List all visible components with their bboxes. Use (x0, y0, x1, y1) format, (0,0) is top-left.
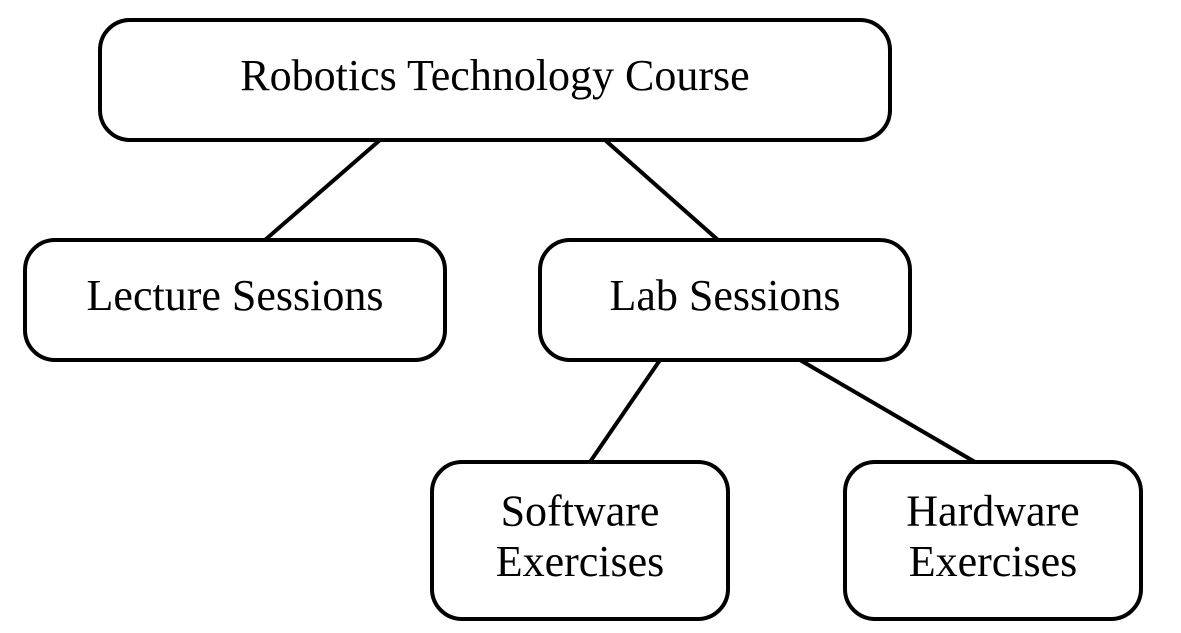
node-label-hardware-line1: Exercises (909, 537, 1078, 586)
node-lecture: Lecture Sessions (25, 240, 445, 360)
edge-lab-hardware (800, 360, 975, 462)
node-label-lecture: Lecture Sessions (87, 271, 384, 320)
node-label-root: Robotics Technology Course (240, 51, 749, 100)
node-software: SoftwareExercises (432, 462, 728, 619)
tree-diagram: Robotics Technology Course Lecture Sessio… (0, 0, 1181, 633)
node-root: Robotics Technology Course (100, 20, 890, 140)
node-label-software-line1: Exercises (496, 537, 665, 586)
edge-lab-software (590, 360, 660, 462)
node-label-lab: Lab Sessions (610, 271, 841, 320)
node-label-hardware-line0: Hardware (906, 486, 1079, 535)
node-lab: Lab Sessions (540, 240, 910, 360)
edge-root-lab (605, 140, 718, 240)
node-hardware: HardwareExercises (845, 462, 1141, 619)
node-label-software-line0: Software (501, 486, 660, 535)
edge-root-lecture (265, 140, 380, 240)
